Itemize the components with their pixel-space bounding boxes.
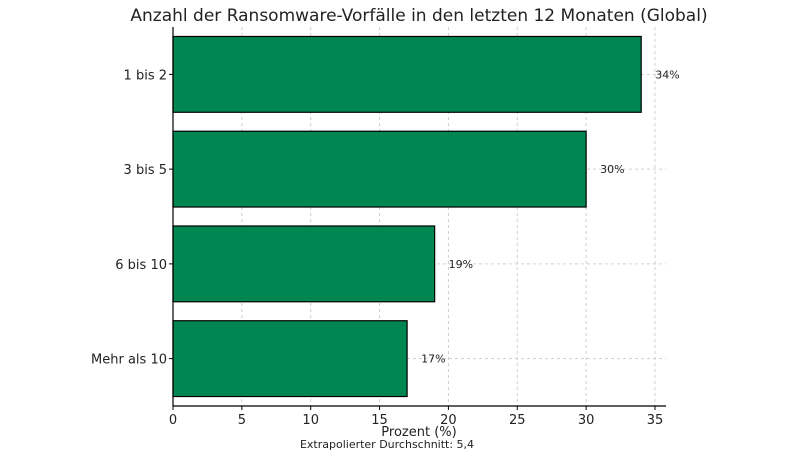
- data-label-1: 30%: [600, 163, 624, 176]
- bar-0: [172, 35, 642, 113]
- category-label-3: Mehr als 10: [91, 353, 167, 368]
- data-labels: 34% 30% 19% 17%: [421, 68, 680, 365]
- axes: [172, 27, 666, 407]
- x-tick-label-0: 0: [169, 413, 177, 428]
- category-label-0: 1 bis 2: [124, 68, 167, 83]
- chart-title: Anzahl der Ransomware-Vorfälle in den le…: [130, 6, 707, 26]
- category-labels: 1 bis 2 3 bis 5 6 bis 10 Mehr als 10: [91, 68, 167, 367]
- data-label-3: 17%: [421, 353, 445, 366]
- category-label-2: 6 bis 10: [115, 258, 167, 273]
- data-label-0: 34%: [655, 68, 679, 81]
- x-tick-label-1: 5: [238, 413, 246, 428]
- bars: [172, 35, 642, 398]
- data-label-2: 19%: [449, 258, 473, 271]
- x-tick-label-2: 10: [302, 413, 319, 428]
- x-tick-label-3: 15: [371, 413, 388, 428]
- category-label-1: 3 bis 5: [124, 163, 167, 178]
- bar-3: [172, 320, 408, 398]
- x-tick-label-6: 30: [578, 413, 595, 428]
- bar-2: [172, 225, 436, 303]
- x-axis-label: Prozent (%): [381, 425, 456, 440]
- average-note: Extrapolierter Durchschnitt: 5,4: [300, 438, 474, 451]
- x-axis-ticks: 0 5 10 15 20 25 30 35: [169, 73, 664, 428]
- x-tick-label-5: 25: [509, 413, 526, 428]
- x-tick-label-4: 20: [440, 413, 457, 428]
- x-tick-label-7: 35: [647, 413, 664, 428]
- bar-1: [172, 130, 587, 208]
